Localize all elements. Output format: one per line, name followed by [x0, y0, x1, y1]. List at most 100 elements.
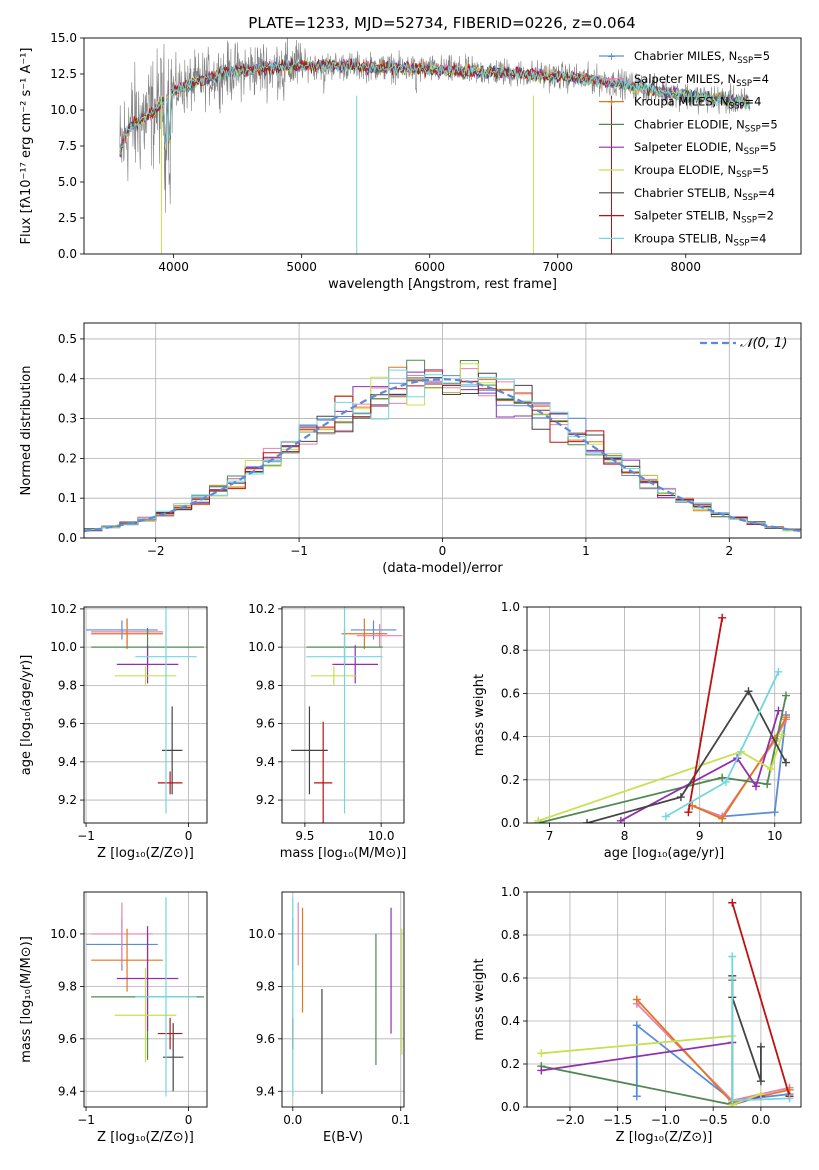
- ytick-label: 0.8: [501, 928, 520, 942]
- xtick-label: 4000: [158, 260, 189, 274]
- ytick-label: 0.6: [501, 686, 520, 700]
- ytick-label: 7.5: [58, 139, 77, 153]
- ytick-label: 10.0: [248, 640, 275, 654]
- series-point: [778, 730, 787, 739]
- ytick-label: 0.0: [58, 531, 77, 545]
- series-point: [781, 691, 790, 700]
- ytick-label: 2.5: [58, 211, 77, 225]
- series-point: [718, 773, 727, 782]
- plot-area-weight-vs-Z: [537, 898, 794, 1107]
- xtick-label: 9.5: [295, 829, 314, 843]
- normal-curve: [84, 378, 801, 533]
- series-point: [537, 1049, 546, 1058]
- y-axis-label: age [log₁₀(age/yr)]: [19, 655, 34, 776]
- plot-area-residuals: [84, 359, 801, 534]
- series-point: [785, 1094, 794, 1103]
- ytick-label: 12.5: [50, 67, 77, 81]
- axes-frame: [83, 37, 802, 255]
- xtick-label: 0: [185, 1113, 193, 1127]
- ytick-label: 9.6: [58, 717, 77, 731]
- legend-entry: Kroupa STELIB, NSSP=4: [634, 231, 766, 248]
- legend-marker: +: [607, 96, 616, 109]
- series-point: [661, 812, 670, 821]
- xtick-label: 7000: [542, 260, 573, 274]
- panel-mass-vs-EBV: 0.0 0.1 9.4 9.6 9.8 10.0 E(B-V): [248, 891, 410, 1145]
- xtick-label: 10: [767, 829, 782, 843]
- legend: + Chabrier MILES, NSSP=5 + Salpeter MILES, …: [599, 49, 778, 248]
- x-axis-label: Z [log₁₀(Z/Z⊙)]: [616, 1130, 713, 1145]
- panel-weight-vs-age: 7 8 9 10 0.0 0.2 0.4 0.6 0.8 1.0 age [log₁₀(age/yr…: [472, 600, 802, 861]
- series-line-7: [687, 617, 724, 813]
- y-axis-label: mass weight: [472, 674, 487, 756]
- xtick-label: 8: [621, 829, 629, 843]
- plot-area-weight-vs-age: [534, 613, 790, 823]
- ytick-label: 10.0: [50, 640, 77, 654]
- plot-area-age-vs-mass: [291, 607, 403, 823]
- ytick-label: 10.2: [248, 602, 275, 616]
- series-point: [632, 1092, 641, 1101]
- y-axis-label: Normed distribution: [19, 366, 34, 496]
- ytick-label: 0.4: [58, 372, 77, 386]
- series-point: [756, 1090, 765, 1099]
- ytick-label: 15.0: [50, 31, 77, 45]
- ytick-label: 9.6: [58, 1032, 77, 1046]
- series-point: [721, 777, 730, 786]
- plot-area-mass-vs-Z: [86, 897, 204, 1097]
- xtick-label: −1: [77, 1113, 95, 1127]
- legend-entry: Chabrier STELIB, NSSP=4: [634, 186, 775, 203]
- panel-age-vs-mass: 9.5 10.0 9.2 9.4 9.6 9.8 10.0 10.2 mass [log₁₀(M…: [248, 602, 406, 861]
- ytick-label: 9.4: [256, 1084, 275, 1098]
- legend-entry: 𝒩(0, 1): [740, 336, 787, 351]
- panel-mass-vs-Z: −1 0 9.4 9.6 9.8 10.0 Z [log₁₀(Z/Z⊙)] mass [log…: [19, 891, 208, 1145]
- ytick-label: 10.2: [50, 602, 77, 616]
- ytick-label: 0.1: [58, 491, 77, 505]
- ytick-label: 9.8: [58, 678, 77, 692]
- series-point: [728, 1096, 737, 1105]
- axes-frame: [83, 891, 208, 1108]
- series-point: [632, 1021, 641, 1030]
- panel-spectrum: 4000 5000 6000 7000 8000 0.0 2.5 5.0 7.5 10.0 12.5…: [19, 31, 802, 292]
- ytick-label: 10.0: [50, 103, 77, 117]
- x-axis-label: Z [log₁₀(Z/Z⊙)]: [97, 846, 194, 861]
- panel-residuals: −2 −1 0 1 2 0.0 0.1 0.2 0.3 0.4 0.5 (data-model)/er…: [19, 322, 802, 576]
- series-line-2: [691, 716, 787, 820]
- series-point: [537, 1066, 546, 1075]
- xtick-label: −0.5: [699, 1113, 728, 1127]
- series-point: [774, 706, 783, 715]
- legend-entry: Salpeter MILES, NSSP=4: [634, 72, 769, 89]
- series-line-6: [586, 689, 787, 823]
- series-point: [756, 1042, 765, 1051]
- xtick-label: 10.0: [368, 829, 395, 843]
- xtick-label: 0: [439, 544, 447, 558]
- figure-title: PLATE=1233, MJD=52734, FIBERID=0226, z=0…: [248, 14, 635, 32]
- series-point: [744, 687, 753, 696]
- series-point: [781, 713, 790, 722]
- legend-entry: Salpeter ELODIE, NSSP=5: [634, 140, 777, 157]
- legend-entry: Kroupa MILES, NSSP=4: [634, 95, 761, 112]
- xtick-label: 0.0: [283, 1113, 302, 1127]
- legend-entry: Chabrier ELODIE, NSSP=5: [634, 117, 778, 134]
- legend-entry: Chabrier MILES, NSSP=5: [634, 49, 770, 66]
- series-line-3: [538, 695, 787, 823]
- ytick-label: 9.4: [58, 1084, 77, 1098]
- series-point: [781, 758, 790, 767]
- model-spectrum-8: [119, 57, 751, 155]
- x-axis-label: Z [log₁₀(Z/Z⊙)]: [97, 1130, 194, 1145]
- ytick-label: 9.8: [256, 979, 275, 993]
- y-axis-label: Flux [fλ10⁻¹⁷ erg cm⁻² s⁻¹ A⁻¹]: [19, 48, 34, 245]
- axes-frame: [526, 891, 802, 1108]
- xtick-label: 0.0: [751, 1113, 770, 1127]
- xtick-label: 1: [582, 544, 590, 558]
- series-point: [616, 816, 625, 823]
- ytick-label: 0.4: [501, 730, 520, 744]
- series-line-4: [620, 710, 780, 822]
- xtick-label: 9: [696, 829, 704, 843]
- series-point: [534, 816, 543, 823]
- ytick-label: 0.0: [501, 1100, 520, 1114]
- ytick-label: 10.0: [50, 927, 77, 941]
- x-axis-label: (data-model)/error: [382, 561, 503, 576]
- xtick-label: 7: [546, 829, 554, 843]
- axes-frame: [83, 322, 802, 539]
- ytick-label: 0.2: [58, 451, 77, 465]
